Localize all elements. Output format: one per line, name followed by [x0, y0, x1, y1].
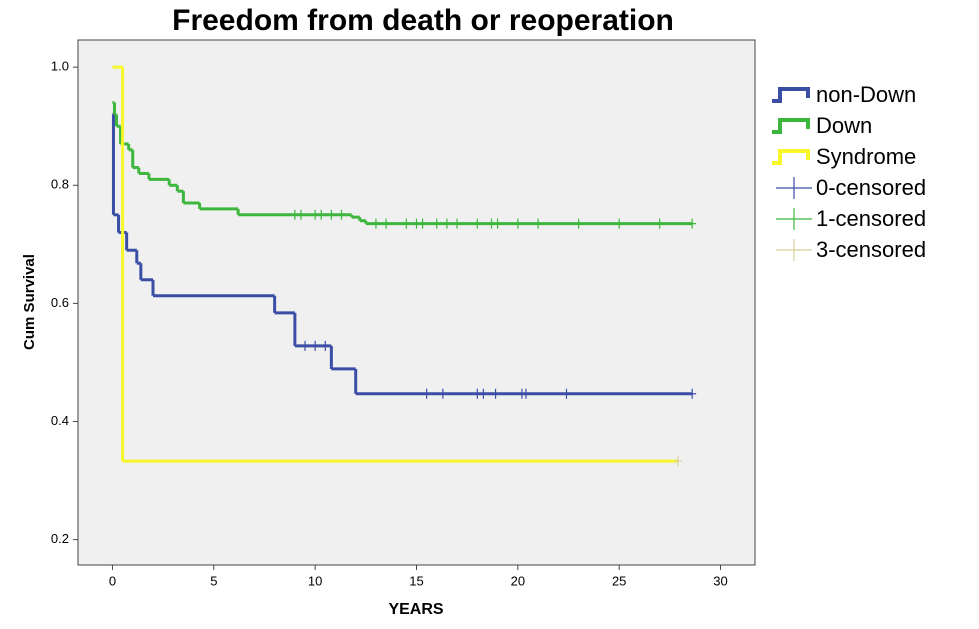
censor-mark [311, 340, 320, 351]
censor-mark [534, 218, 543, 229]
legend-swatch [776, 239, 812, 261]
censor-mark [317, 209, 326, 220]
censor-mark [432, 218, 441, 229]
y-tick-label: 0.6 [51, 295, 69, 310]
legend-swatch [772, 87, 810, 103]
censor-mark [615, 218, 624, 229]
x-axis-label: YEARS [388, 601, 443, 618]
legend-label: 0-censored [816, 175, 926, 200]
censor-mark [493, 218, 502, 229]
legend-swatch [776, 208, 812, 230]
x-tick-label: 20 [511, 573, 525, 588]
legend-label: non-Down [816, 82, 916, 107]
censor-mark [574, 218, 583, 229]
censor-mark [371, 218, 380, 229]
censor-mark [491, 388, 500, 399]
x-tick-label: 30 [713, 573, 727, 588]
censor-mark [688, 218, 697, 229]
y-tick-label: 0.4 [51, 413, 69, 428]
x-tick-label: 5 [210, 573, 217, 588]
y-axis-label: Cum Survival [21, 254, 38, 350]
x-tick-label: 10 [308, 573, 322, 588]
censor-mark [688, 388, 697, 399]
x-tick-label: 15 [409, 573, 423, 588]
censor-mark [521, 388, 530, 399]
y-tick-label: 0.2 [51, 531, 69, 546]
censor-mark [418, 218, 427, 229]
legend-label: Syndrome [816, 144, 916, 169]
legend-label: Down [816, 113, 872, 138]
legend-swatch [772, 118, 810, 134]
censor-mark [562, 388, 571, 399]
x-tick-label: 25 [612, 573, 626, 588]
censor-mark [655, 218, 664, 229]
censor-mark [479, 388, 488, 399]
censor-mark [513, 218, 522, 229]
censor-mark [673, 456, 682, 467]
censor-mark [422, 388, 431, 399]
censor-mark [442, 218, 451, 229]
censor-mark [382, 218, 391, 229]
censor-mark [402, 218, 411, 229]
censor-mark [327, 209, 336, 220]
censor-mark [296, 209, 305, 220]
plot-area [77, 39, 756, 566]
y-tick-label: 1.0 [51, 59, 69, 74]
censor-mark [453, 218, 462, 229]
legend-label: 1-censored [816, 206, 926, 231]
chart-title: Freedom from death or reoperation [172, 4, 674, 37]
legend-swatch [776, 177, 812, 199]
legend-label: 3-censored [816, 237, 926, 262]
censor-mark [321, 340, 330, 351]
censor-mark [473, 218, 482, 229]
censor-mark [301, 340, 310, 351]
legend-swatch [772, 149, 810, 165]
y-tick-label: 0.8 [51, 177, 69, 192]
censor-mark [438, 388, 447, 399]
censor-mark [337, 209, 346, 220]
x-tick-label: 0 [109, 573, 116, 588]
